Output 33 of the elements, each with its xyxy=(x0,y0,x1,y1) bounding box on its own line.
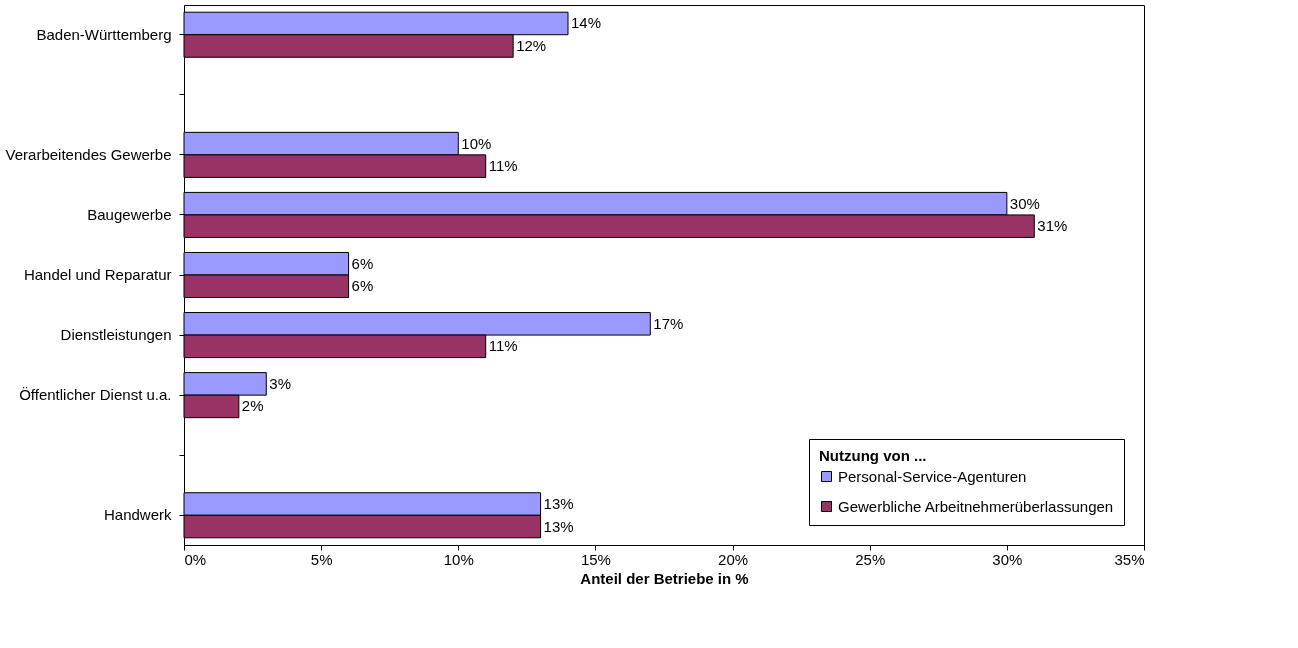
x-tick-label: 15% xyxy=(580,550,611,568)
data-label: 13% xyxy=(543,517,574,535)
y-tick-label: Handel und Reparatur xyxy=(23,266,172,283)
x-tick-label: 25% xyxy=(855,550,886,568)
x-tick-label: 35% xyxy=(1114,550,1145,568)
x-axis-title: Anteil der Betriebe in % xyxy=(580,569,749,587)
data-label: 31% xyxy=(1037,217,1068,235)
y-tick-label: Handwerk xyxy=(103,506,172,524)
data-label: 17% xyxy=(653,314,684,332)
legend-title: Nutzung von ... xyxy=(819,447,927,464)
data-label: 12% xyxy=(516,37,547,54)
data-label: 3% xyxy=(269,374,291,392)
x-tick-label: 30% xyxy=(992,550,1023,568)
x-tick-label: 0% xyxy=(184,550,207,568)
data-label: 30% xyxy=(1009,194,1040,212)
data-label: 6% xyxy=(351,277,374,295)
data-label: 11% xyxy=(488,337,518,355)
x-tick-label: 10% xyxy=(443,550,474,568)
data-label: 6% xyxy=(351,254,374,272)
y-tick-label: Dienstleistungen xyxy=(60,326,172,344)
legend-label: Gewerbliche Arbeitnehmerüberlassungen xyxy=(838,497,1114,515)
legend-label: Personal-Service-Agenturen xyxy=(838,467,1027,485)
data-label: 11% xyxy=(488,157,518,175)
y-tick-label: Baugewerbe xyxy=(87,205,172,223)
y-tick-label: Verarbeitendes Gewerbe xyxy=(5,145,172,163)
x-tick-label: 20% xyxy=(718,550,749,568)
y-tick-label: Öffentlicher Dienst u.a. xyxy=(19,386,172,404)
data-label: 14% xyxy=(571,14,602,32)
y-tick-label: Baden-Württemberg xyxy=(36,25,172,43)
data-label: 10% xyxy=(461,134,492,152)
data-label: 13% xyxy=(543,495,574,512)
x-tick-label: 5% xyxy=(310,550,333,568)
data-label: 2% xyxy=(241,397,264,415)
